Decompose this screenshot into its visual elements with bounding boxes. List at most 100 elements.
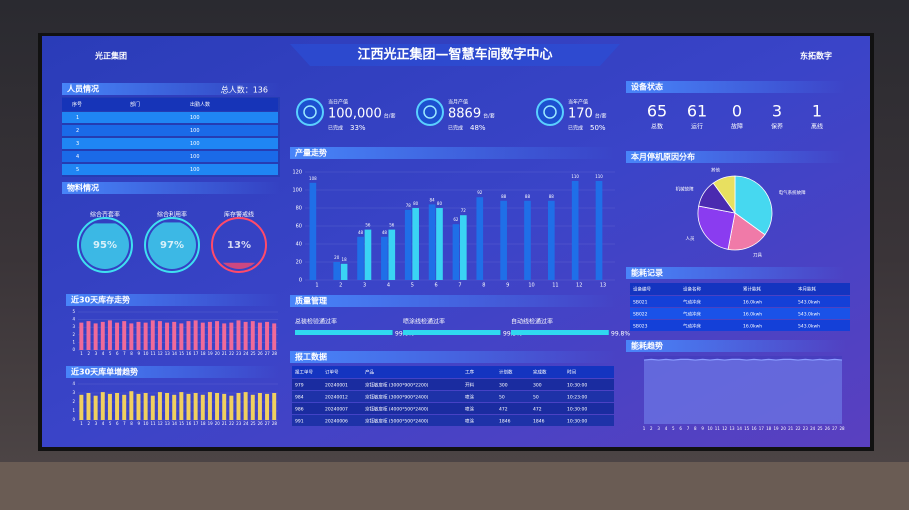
bar: [436, 208, 443, 280]
x-tick-label: 12: [158, 351, 164, 356]
bar: [272, 393, 277, 420]
bar: [107, 393, 112, 420]
output-unit: 台/套: [595, 113, 607, 120]
bar: [193, 393, 198, 420]
y-tick-label: 0: [72, 417, 75, 422]
plot-area: [644, 356, 842, 424]
x-tick-label: 15: [179, 351, 185, 356]
table-cell: 京钰敏扉柜 (4000*500*2400): [365, 406, 429, 413]
table-header-cell: 序号: [72, 101, 82, 108]
x-tick-label: 21: [222, 421, 228, 426]
data-label: 88: [525, 194, 531, 199]
pie-label: 刀具: [753, 252, 762, 258]
x-tick-label: 8: [482, 283, 485, 289]
bar: [115, 322, 120, 350]
bar: [143, 322, 148, 350]
y-tick-label: 100: [292, 188, 302, 194]
x-tick-label: 18: [200, 351, 206, 356]
gauge-fill: [81, 223, 129, 269]
output-label: 当年产值: [568, 99, 588, 106]
bar: [428, 204, 436, 280]
table-cell: 气动冲床: [683, 299, 701, 306]
equipment-label: 总数: [651, 123, 663, 131]
x-tick-label: 18: [766, 426, 772, 431]
y-tick-label: 40: [296, 242, 302, 248]
table-cell: 10:30:00: [567, 419, 587, 425]
table-cell: 开料: [465, 382, 474, 389]
table-row: [630, 296, 850, 307]
x-tick-label: 8: [694, 426, 697, 431]
data-label: 78: [406, 203, 412, 208]
gauge-label: 综合利用率: [157, 211, 187, 219]
bar: [364, 229, 372, 280]
panel-title: 能耗记录: [631, 268, 663, 278]
table-cell: 100: [190, 115, 200, 121]
x-tick-label: 13: [729, 426, 735, 431]
table-cell: 543.0kwh: [798, 324, 820, 330]
x-tick-label: 15: [179, 421, 185, 426]
bar: [100, 392, 105, 420]
bar: [179, 392, 184, 420]
x-tick-label: 20: [215, 351, 221, 356]
output-rate-label: 已完成: [328, 125, 343, 132]
table-cell: SB021: [633, 300, 648, 306]
table-cell: 10:30:00: [567, 407, 587, 413]
x-tick-label: 16: [186, 421, 192, 426]
bar: [265, 393, 270, 420]
panel-header: [290, 295, 616, 307]
x-tick-label: 19: [208, 351, 214, 356]
y-tick-label: 1: [72, 339, 75, 344]
gauge-ring: [144, 217, 200, 273]
bar: [165, 322, 170, 350]
x-tick-label: 11: [552, 283, 558, 289]
table-header: [630, 283, 850, 295]
table-header-cell: 完成数: [533, 369, 547, 376]
table-header-cell: 设备编号: [633, 286, 651, 293]
table-cell: 10:30:00: [567, 383, 587, 389]
y-tick-label: 5: [72, 309, 75, 314]
x-tick-label: 10: [528, 283, 534, 289]
bar: [595, 181, 603, 280]
x-tick-label: 6: [116, 421, 119, 426]
bar: [243, 392, 248, 420]
quality-bar: [403, 330, 501, 335]
x-tick-label: 20: [215, 421, 221, 426]
table-cell: 986: [295, 407, 304, 413]
gauge-value: 95%: [93, 240, 117, 251]
x-tick-label: 17: [193, 351, 199, 356]
output-ring: [536, 98, 564, 126]
data-label: 110: [595, 174, 603, 179]
pie-label: 其他: [711, 167, 720, 174]
y-tick-label: 80: [296, 206, 302, 212]
bar: [229, 395, 234, 420]
x-tick-label: 27: [832, 426, 838, 431]
bar: [229, 322, 234, 350]
x-tick-label: 4: [665, 426, 668, 431]
table-cell: SB022: [633, 312, 648, 318]
bar: [86, 321, 91, 350]
bar: [165, 393, 170, 420]
y-tick-label: 4: [72, 381, 75, 386]
table-cell: 50: [533, 395, 539, 401]
x-tick-label: 7: [687, 426, 690, 431]
x-tick-label: 21: [222, 351, 228, 356]
x-tick-label: 14: [172, 351, 178, 356]
panel-title: 本月停机原因分布: [630, 152, 695, 162]
table-row: [62, 112, 278, 123]
data-label: 80: [437, 201, 443, 206]
pie-label: 机械故障: [676, 185, 694, 192]
bar: [86, 393, 91, 420]
panel-title: 近30天库单增趋势: [71, 367, 138, 377]
bar: [122, 394, 127, 420]
bar: [100, 321, 105, 350]
bar: [272, 323, 277, 350]
bar: [524, 200, 531, 280]
x-tick-label: 5: [109, 351, 112, 356]
x-tick-label: 7: [123, 351, 126, 356]
bar: [93, 323, 98, 350]
x-tick-label: 7: [123, 421, 126, 426]
table-cell: 50: [499, 395, 505, 401]
x-tick-label: 9: [137, 421, 140, 426]
x-tick-label: 10: [143, 421, 149, 426]
table-cell: 543.0kwh: [798, 300, 820, 306]
